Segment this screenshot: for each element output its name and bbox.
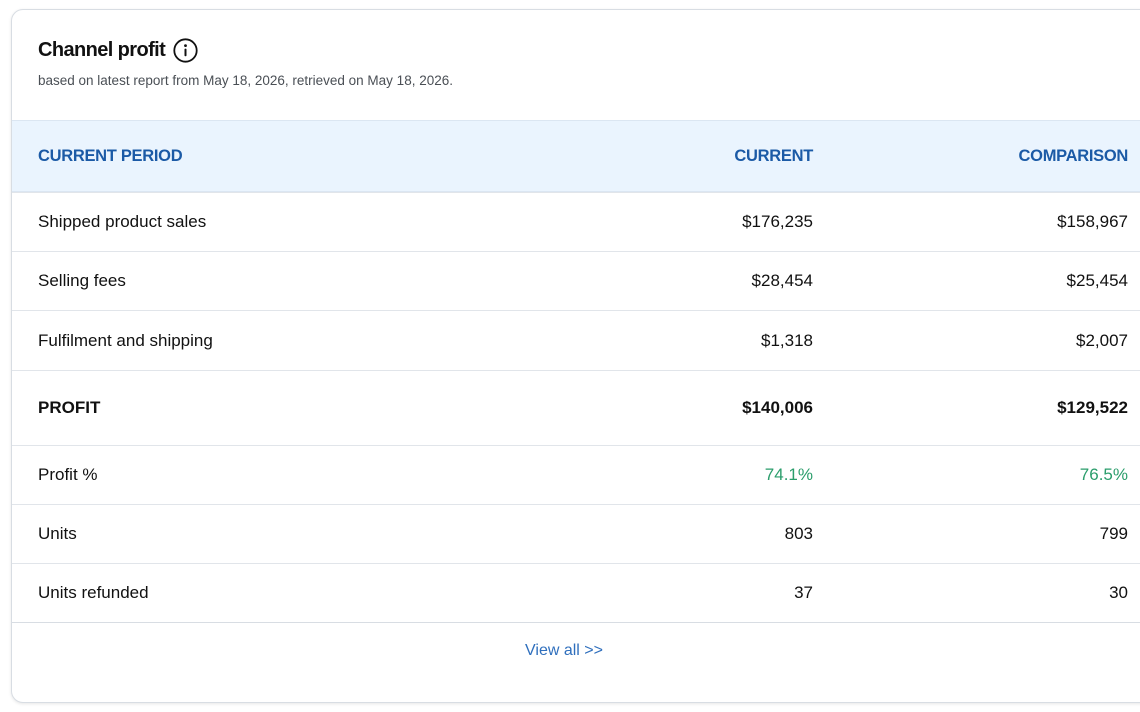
comparison-value: 799	[1099, 524, 1128, 543]
current-value: 803	[784, 524, 813, 543]
table-row-shipped-sales: Shipped product sales $176,235 $158,967	[12, 192, 1140, 251]
row-label: PROFIT	[38, 398, 101, 417]
comparison-value: 76.5%	[1079, 465, 1128, 484]
current-value: 37	[794, 583, 813, 602]
row-label: Fulfilment and shipping	[38, 330, 213, 350]
row-label: Shipped product sales	[38, 212, 207, 231]
card-header: Channel profit based on latest report fr…	[12, 10, 1140, 120]
table-header-row: CURRENT PERIOD CURRENT COMPARISON	[12, 120, 1140, 192]
comparison-value: $25,454	[1066, 271, 1128, 290]
table-row-units: Units 803 799	[12, 504, 1140, 563]
channel-profit-card: Channel profit based on latest report fr…	[11, 9, 1140, 703]
card-title: Channel profit	[38, 39, 166, 61]
current-value: $140,006	[742, 398, 813, 417]
row-label: Units refunded	[38, 583, 149, 602]
column-header-comparison: COMPARISON	[1018, 146, 1129, 165]
comparison-value: 30	[1109, 583, 1128, 602]
comparison-value: $2,007	[1076, 330, 1128, 350]
table-row-profit: PROFIT $140,006 $129,522	[12, 370, 1140, 445]
comparison-value: $158,967	[1057, 212, 1128, 231]
table-row-selling-fees: Selling fees $28,454 $25,454	[12, 251, 1140, 310]
title-row: Channel profit	[38, 38, 198, 63]
current-value: $176,235	[742, 212, 813, 231]
column-header-period: CURRENT PERIOD	[38, 146, 183, 165]
report-subtitle: based on latest report from May 18, 2026…	[38, 73, 453, 88]
column-header-current: CURRENT	[734, 146, 813, 165]
view-all-link[interactable]: View all >>	[525, 642, 603, 659]
comparison-value: $129,522	[1057, 398, 1128, 417]
row-label: Profit %	[38, 465, 98, 484]
table-row-profit-percent: Profit % 74.1% 76.5%	[12, 445, 1140, 504]
current-value: 74.1%	[764, 465, 813, 484]
current-value: $1,318	[761, 330, 813, 350]
current-value: $28,454	[751, 271, 813, 290]
info-circle-icon[interactable]	[173, 38, 198, 63]
row-label: Units	[38, 524, 77, 543]
row-label: Selling fees	[38, 271, 126, 290]
table-row-units-refunded: Units refunded 37 30	[12, 563, 1140, 623]
table-row-fulfilment: Fulfilment and shipping $1,318 $2,007	[12, 310, 1140, 370]
